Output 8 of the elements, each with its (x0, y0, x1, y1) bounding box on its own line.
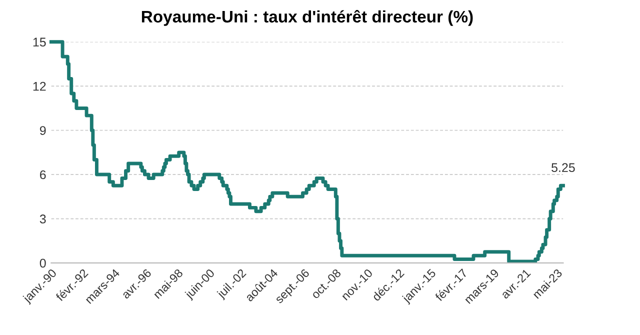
annotation: 5.25 (552, 163, 575, 172)
y-tick-label: 15 (33, 38, 46, 47)
y-tick-label: 6 (40, 170, 46, 180)
y-tick-label: 12 (33, 82, 46, 91)
y-tick-label: 0 (40, 258, 46, 268)
chart-title: Royaume-Uni : taux d'intérêt directeur (%) (142, 10, 473, 26)
y-tick-label: 9 (40, 126, 46, 135)
y-tick-label: 3 (40, 214, 46, 224)
